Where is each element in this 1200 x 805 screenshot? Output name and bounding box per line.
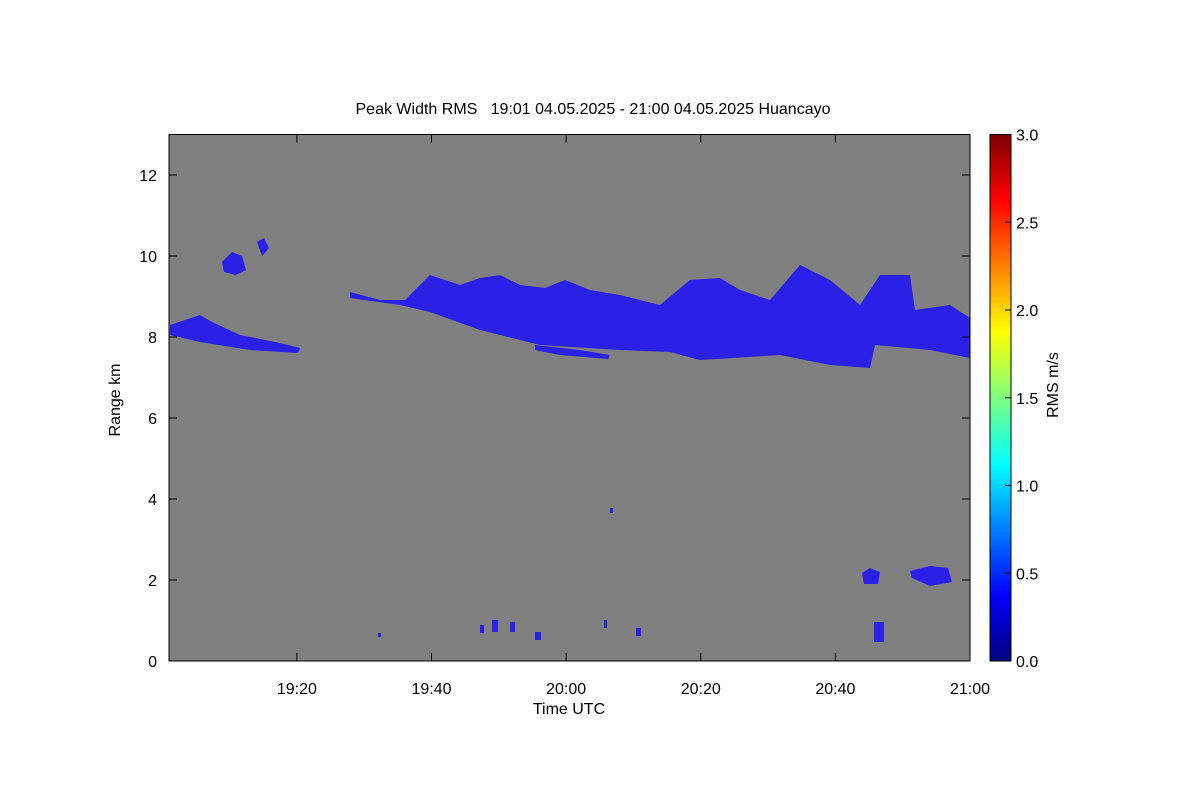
y-tick-label: 2 — [148, 573, 157, 590]
x-axis-label: Time UTC — [533, 701, 605, 718]
colorbar-label: RMS m/s — [1045, 352, 1062, 418]
y-tick-label: 8 — [148, 330, 157, 347]
colorbar-tick-label: 3.0 — [1016, 128, 1038, 145]
echo-region — [170, 315, 300, 353]
echo-speck — [378, 633, 381, 637]
y-tick-label: 10 — [139, 249, 157, 266]
plot-background — [169, 134, 970, 661]
echo-region — [257, 238, 269, 256]
echo-speck — [610, 508, 613, 513]
x-tick-label: 20:40 — [815, 681, 855, 698]
echo-speck — [510, 622, 515, 632]
y-tick-label: 12 — [139, 168, 157, 185]
plot-frame — [168, 134, 971, 662]
echo-region — [862, 568, 880, 584]
x-tick-label: 19:40 — [411, 681, 451, 698]
colorbar-tick-label: 1.5 — [1016, 391, 1038, 408]
echo-region — [910, 566, 952, 586]
x-tick-label: 19:20 — [277, 681, 317, 698]
echo-speck — [874, 622, 884, 642]
echo-region — [222, 252, 246, 275]
colorbar-tick-label: 0.0 — [1016, 654, 1038, 671]
y-tick-label: 0 — [148, 654, 157, 671]
x-tick-label: 20:00 — [546, 681, 586, 698]
chart-title: Peak Width RMS 19:01 04.05.2025 - 21:00 … — [356, 101, 831, 118]
y-tick-label: 4 — [148, 492, 157, 509]
colorbar-tick-label: 2.0 — [1016, 303, 1038, 320]
echo-speck — [535, 632, 541, 640]
echo-speck — [636, 628, 641, 636]
colorbar-tick-label: 0.5 — [1016, 566, 1038, 583]
y-axis-label: Range km — [107, 364, 124, 437]
echo-region — [535, 345, 610, 359]
echo-region — [350, 265, 970, 368]
colorbar-tick-label: 2.5 — [1016, 215, 1038, 232]
y-tick-label: 6 — [148, 411, 157, 428]
x-tick-label: 21:00 — [950, 681, 990, 698]
echo-speck — [604, 620, 607, 628]
echo-regions — [170, 238, 970, 642]
colorbar-tick-label: 1.0 — [1016, 479, 1038, 496]
x-tick-label: 20:20 — [681, 681, 721, 698]
echo-speck — [480, 625, 484, 633]
echo-speck — [492, 620, 498, 632]
